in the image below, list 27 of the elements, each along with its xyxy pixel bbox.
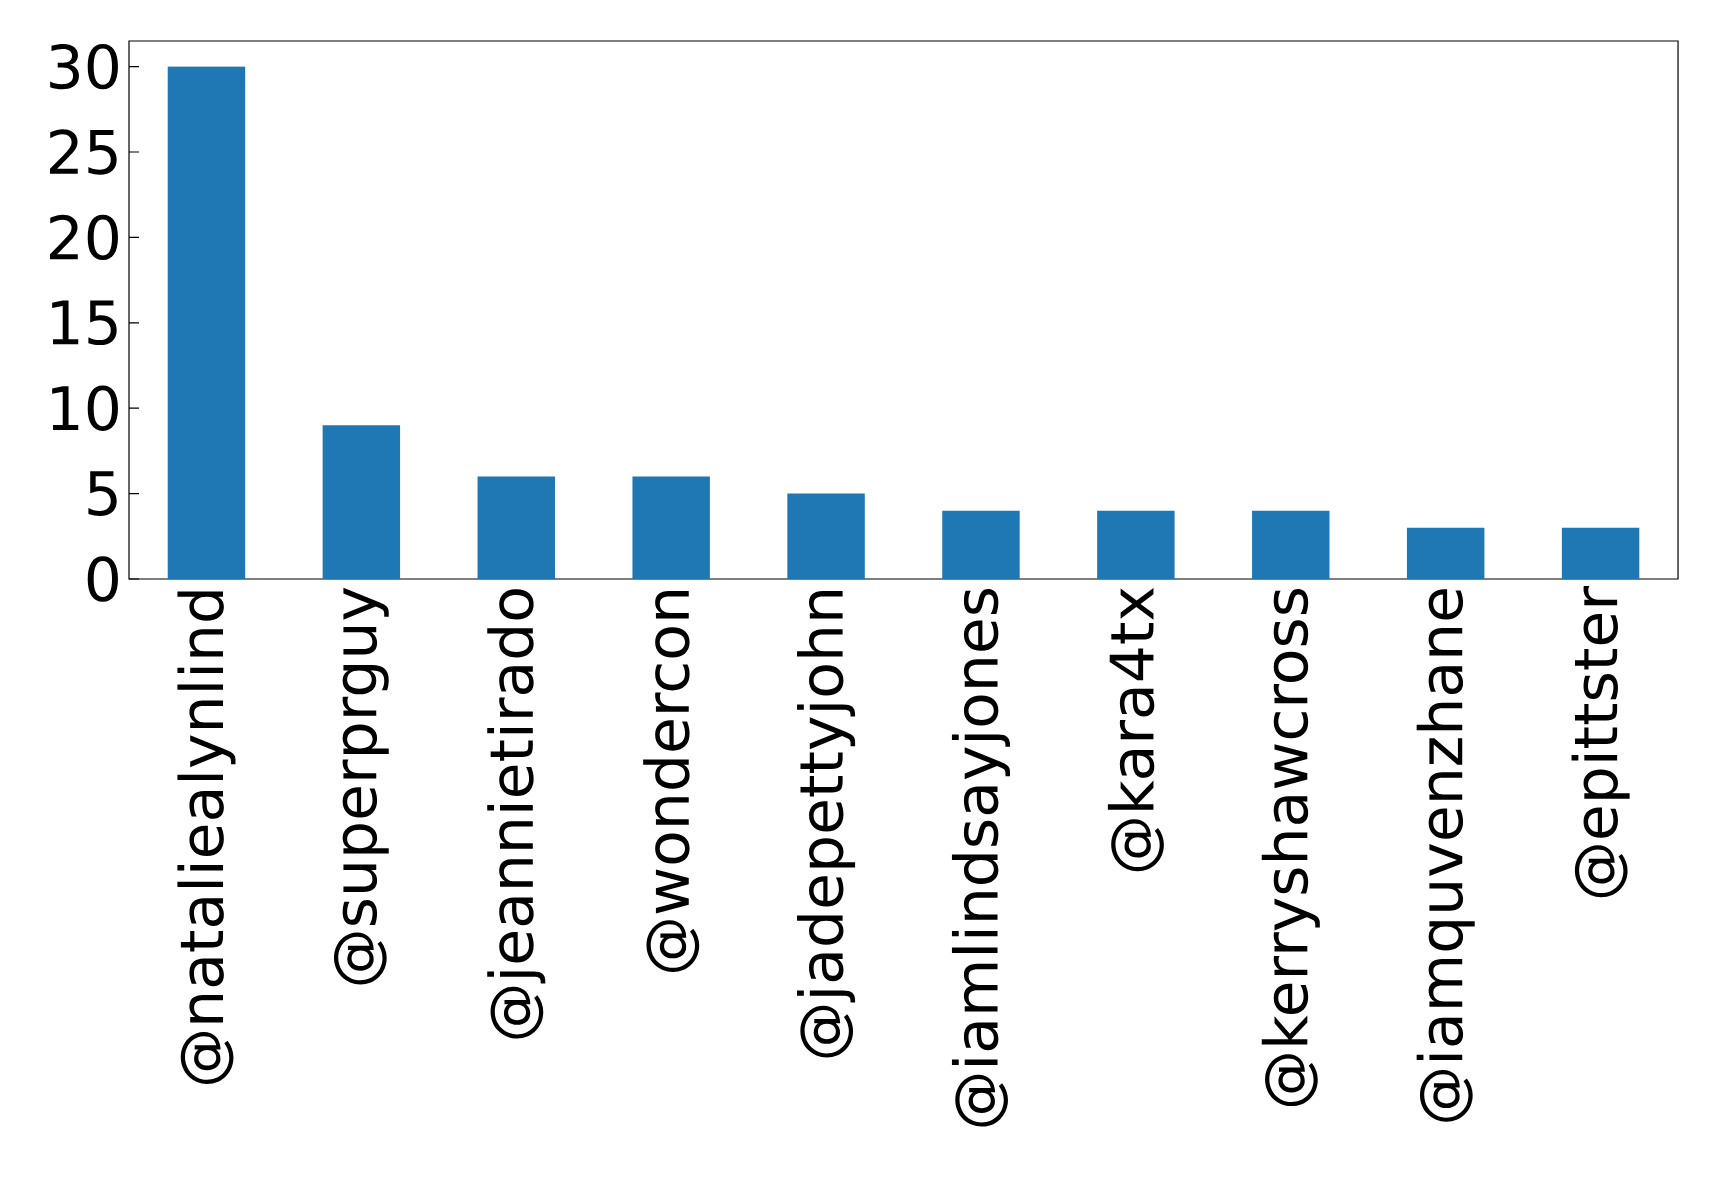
bar xyxy=(1406,527,1485,579)
x-tick-label: @epittster xyxy=(1571,586,1630,898)
y-tick-label: 25 xyxy=(49,129,117,175)
bar xyxy=(632,476,710,579)
y-tick-label: 15 xyxy=(52,300,117,346)
x-tick-label: @jadepettyjohn xyxy=(797,591,856,1058)
x-tick-label: @jeannietirado xyxy=(487,589,546,1039)
y-tick-label: 10 xyxy=(52,385,118,431)
bar xyxy=(1561,527,1640,579)
y-tick-label: 30 xyxy=(50,43,118,90)
bar xyxy=(942,510,1020,579)
x-tick-label: @nataliealynlind xyxy=(177,591,236,1084)
x-tick-label: @iamlindsayjones xyxy=(951,588,1010,1127)
y-tick-label: 20 xyxy=(49,214,118,261)
x-tick-label: @iamquvenzhane xyxy=(1416,589,1475,1122)
bar xyxy=(787,493,865,579)
x-tick-label: @kerryshawcross xyxy=(1261,588,1320,1107)
bar xyxy=(477,476,555,579)
bar xyxy=(167,66,246,579)
y-tick-label: 5 xyxy=(88,471,117,516)
x-tick-label: @kara4tx xyxy=(1107,587,1164,872)
bar xyxy=(322,425,401,579)
bar xyxy=(1097,510,1175,579)
x-tick-label: @wondercon xyxy=(643,591,700,972)
x-tick-label: @superprguy xyxy=(333,587,389,985)
bar xyxy=(1252,510,1330,579)
y-tick-label: 0 xyxy=(87,556,118,602)
